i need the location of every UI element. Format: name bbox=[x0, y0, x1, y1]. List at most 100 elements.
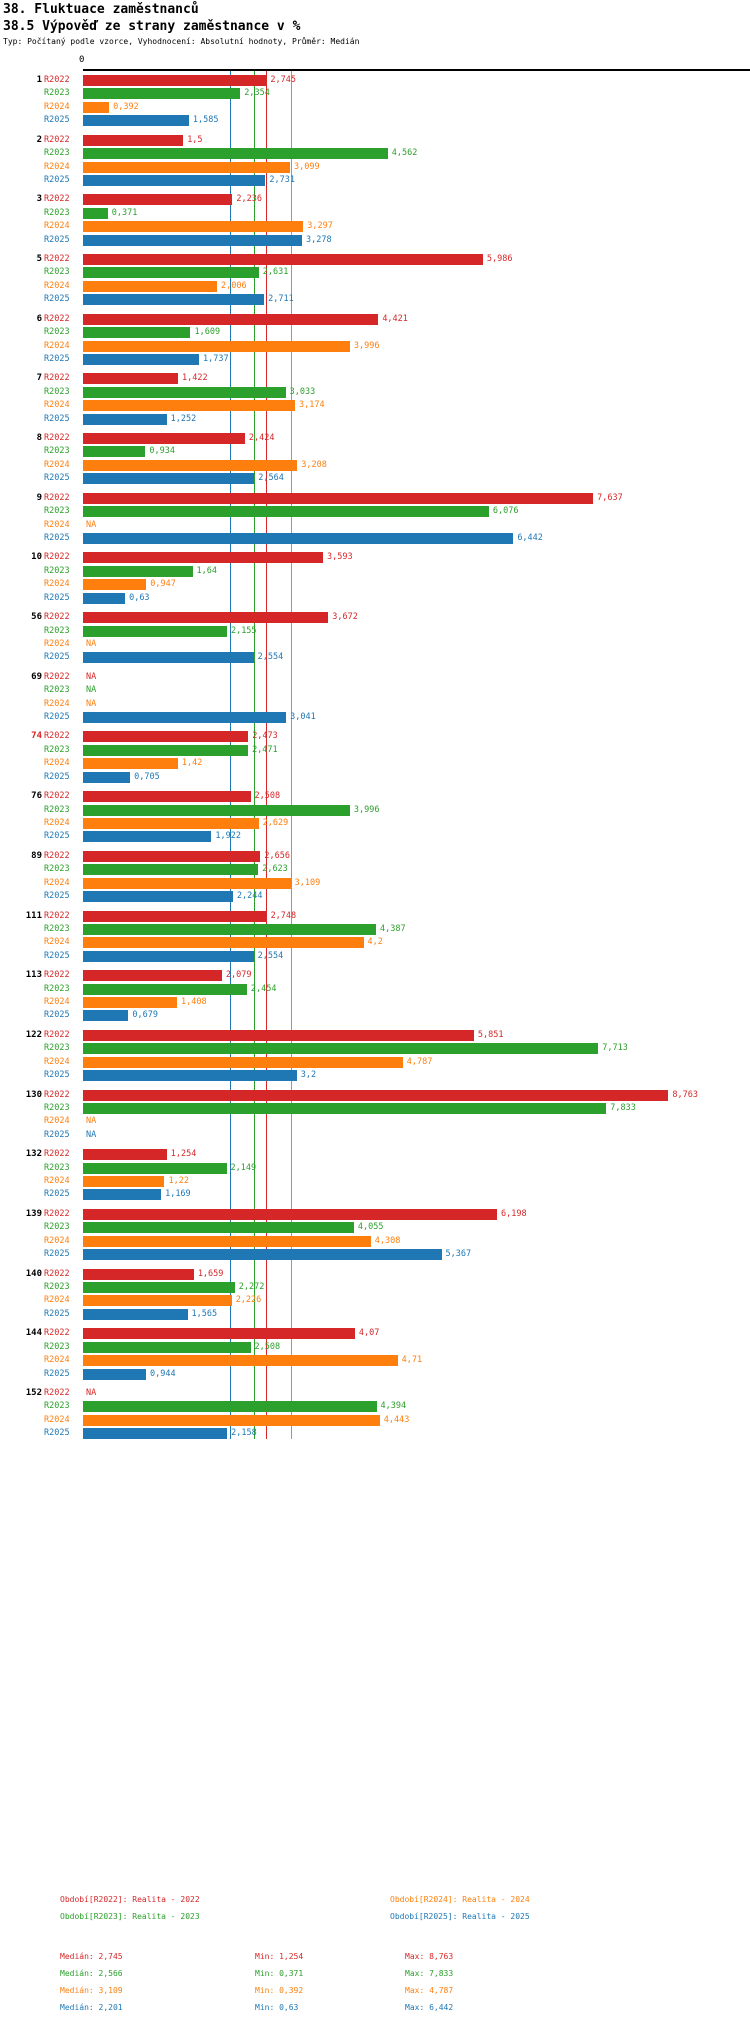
bar-r2023[interactable] bbox=[83, 923, 377, 935]
bar-r2022[interactable] bbox=[83, 492, 594, 504]
bar-r2025[interactable] bbox=[83, 712, 287, 724]
bar-group[interactable]: 152 R2022 NA R2023 4,394 R2024 4,443 R2025 2,158 bbox=[0, 1387, 750, 1441]
bar-r2024[interactable] bbox=[83, 161, 290, 173]
bar-group[interactable]: 10 R2022 3,593 R2023 1,64 R2024 0,947 R2025 0,63 bbox=[0, 551, 750, 605]
bar-row[interactable]: R2023 2,471 bbox=[0, 744, 750, 757]
bar-r2023[interactable] bbox=[83, 744, 249, 756]
bar-row[interactable]: R2023 2,454 bbox=[0, 983, 750, 996]
bar-r2022[interactable] bbox=[83, 1089, 669, 1101]
bar-r2023[interactable] bbox=[83, 625, 227, 637]
bar-r2024[interactable] bbox=[83, 340, 350, 352]
legend-item-r2022[interactable]: Období[R2022]: Realita - 2022 bbox=[60, 1895, 200, 1904]
bar-r2024[interactable] bbox=[83, 1355, 398, 1367]
bar-group[interactable]: 122 R2022 5,851 R2023 7,713 R2024 4,787 R2025 3,… bbox=[0, 1029, 750, 1083]
bar-row[interactable]: R2023 3,033 bbox=[0, 386, 750, 399]
bar-row[interactable]: R2023 3,996 bbox=[0, 804, 750, 817]
bar-r2023[interactable] bbox=[83, 327, 191, 339]
bar-r2022[interactable] bbox=[83, 1208, 498, 1220]
bar-row[interactable]: R2024 2,006 bbox=[0, 280, 750, 293]
bar-r2024[interactable] bbox=[83, 817, 259, 829]
bar-row[interactable]: R2025 2,158 bbox=[0, 1427, 750, 1440]
bar-r2024[interactable] bbox=[83, 1414, 380, 1426]
bar-r2025[interactable] bbox=[83, 1308, 188, 1320]
bar-group[interactable]: 139 R2022 6,198 R2023 4,055 R2024 4,308 R2025 5,… bbox=[0, 1208, 750, 1262]
bar-row[interactable]: R2024 2,629 bbox=[0, 817, 750, 830]
bar-row[interactable]: R2025 2,554 bbox=[0, 950, 750, 963]
bar-row[interactable]: R2022 2,473 bbox=[0, 730, 750, 743]
bar-group[interactable]: 9 R2022 7,637 R2023 6,076 R2024 NA R2025 6,442 bbox=[0, 492, 750, 546]
bar-r2022[interactable] bbox=[83, 552, 323, 564]
bar-group[interactable]: 69 R2022 NA R2023 NA R2024 NA R2025 3,041 bbox=[0, 671, 750, 725]
bar-group[interactable]: 89 R2022 2,656 R2023 2,623 R2024 3,109 R2025 2,2… bbox=[0, 850, 750, 904]
bar-row[interactable]: R2022 1,254 bbox=[0, 1148, 750, 1161]
bar-row[interactable]: R2022 7,637 bbox=[0, 492, 750, 505]
bar-r2025[interactable] bbox=[83, 1070, 297, 1082]
bar-r2022[interactable] bbox=[83, 313, 379, 325]
bar-r2025[interactable] bbox=[83, 592, 126, 604]
bar-r2023[interactable] bbox=[83, 267, 259, 279]
bar-row[interactable]: R2023 4,394 bbox=[0, 1400, 750, 1413]
bar-row[interactable]: R2023 4,055 bbox=[0, 1221, 750, 1234]
bar-r2024[interactable] bbox=[83, 579, 147, 591]
bar-r2022[interactable] bbox=[83, 373, 178, 385]
bar-row[interactable]: R2025 1,565 bbox=[0, 1308, 750, 1321]
bar-r2025[interactable] bbox=[83, 294, 265, 306]
bar-row[interactable]: R2024 4,787 bbox=[0, 1056, 750, 1069]
bar-group[interactable]: 140 R2022 1,659 R2023 2,272 R2024 2,226 R2025 1,… bbox=[0, 1268, 750, 1322]
bar-row[interactable]: R2022 1,5 bbox=[0, 134, 750, 147]
bar-row[interactable]: R2025 0,63 bbox=[0, 592, 750, 605]
bar-r2022[interactable] bbox=[83, 910, 267, 922]
bar-row[interactable]: R2022 4,07 bbox=[0, 1327, 750, 1340]
bar-r2023[interactable] bbox=[83, 1043, 599, 1055]
bar-row[interactable]: R2024 4,308 bbox=[0, 1235, 750, 1248]
bar-r2022[interactable] bbox=[83, 254, 483, 266]
legend-item-r2024[interactable]: Období[R2024]: Realita - 2024 bbox=[390, 1895, 530, 1904]
bar-row[interactable]: R2023 6,076 bbox=[0, 505, 750, 518]
bar-row[interactable]: R2025 3,041 bbox=[0, 711, 750, 724]
bar-r2025[interactable] bbox=[83, 771, 131, 783]
bar-r2022[interactable] bbox=[83, 850, 261, 862]
bar-row[interactable]: R2024 0,947 bbox=[0, 578, 750, 591]
bar-row[interactable]: R2023 2,631 bbox=[0, 266, 750, 279]
bar-row[interactable]: R2025 1,169 bbox=[0, 1188, 750, 1201]
bar-r2025[interactable] bbox=[83, 1010, 129, 1022]
legend-item-r2023[interactable]: Období[R2023]: Realita - 2023 bbox=[60, 1912, 200, 1921]
bar-row[interactable]: R2024 3,297 bbox=[0, 220, 750, 233]
bar-row[interactable]: R2024 NA bbox=[0, 519, 750, 532]
bar-r2025[interactable] bbox=[83, 413, 167, 425]
bar-r2023[interactable] bbox=[83, 1162, 227, 1174]
bar-r2022[interactable] bbox=[83, 75, 267, 86]
bar-r2023[interactable] bbox=[83, 386, 286, 398]
bar-row[interactable]: R2023 2,354 bbox=[0, 87, 750, 100]
bar-row[interactable]: R2025 1,737 bbox=[0, 353, 750, 366]
bar-r2023[interactable] bbox=[83, 88, 241, 100]
bar-group[interactable]: 2 R2022 1,5 R2023 4,562 R2024 3,099 R2025 2,731 bbox=[0, 134, 750, 188]
bar-row[interactable]: R2022 3,593 bbox=[0, 551, 750, 564]
bar-r2023[interactable] bbox=[83, 983, 247, 995]
bar-row[interactable]: R2023 7,713 bbox=[0, 1042, 750, 1055]
bar-r2024[interactable] bbox=[83, 400, 296, 412]
bar-row[interactable]: R2024 3,174 bbox=[0, 399, 750, 412]
bar-r2022[interactable] bbox=[83, 1268, 194, 1280]
bar-row[interactable]: R2022 2,079 bbox=[0, 969, 750, 982]
bar-row[interactable]: R2025 3,278 bbox=[0, 234, 750, 247]
bar-row[interactable]: R2022 NA bbox=[0, 1387, 750, 1400]
bar-row[interactable]: R2025 2,711 bbox=[0, 293, 750, 306]
bar-r2022[interactable] bbox=[83, 970, 222, 982]
bar-r2023[interactable] bbox=[83, 804, 350, 816]
bar-group[interactable]: 56 R2022 3,672 R2023 2,155 R2024 NA R2025 2,554 bbox=[0, 611, 750, 665]
bar-row[interactable]: R2022 1,422 bbox=[0, 372, 750, 385]
bar-row[interactable]: R2022 2,656 bbox=[0, 850, 750, 863]
bar-row[interactable]: R2022 NA bbox=[0, 671, 750, 684]
bar-r2024[interactable] bbox=[83, 1235, 371, 1247]
bar-group[interactable]: 1 R2022 2,745 R2023 2,354 R2024 0,392 R2025 1,58… bbox=[0, 74, 750, 128]
bar-r2024[interactable] bbox=[83, 937, 364, 949]
bar-r2023[interactable] bbox=[83, 1341, 251, 1353]
bar-r2023[interactable] bbox=[83, 506, 489, 518]
bar-r2025[interactable] bbox=[83, 891, 233, 903]
bar-row[interactable]: R2023 4,562 bbox=[0, 147, 750, 160]
bar-row[interactable]: R2023 0,934 bbox=[0, 445, 750, 458]
bar-row[interactable]: R2023 2,272 bbox=[0, 1281, 750, 1294]
bar-r2025[interactable] bbox=[83, 533, 514, 544]
bar-row[interactable]: R2025 1,252 bbox=[0, 413, 750, 426]
